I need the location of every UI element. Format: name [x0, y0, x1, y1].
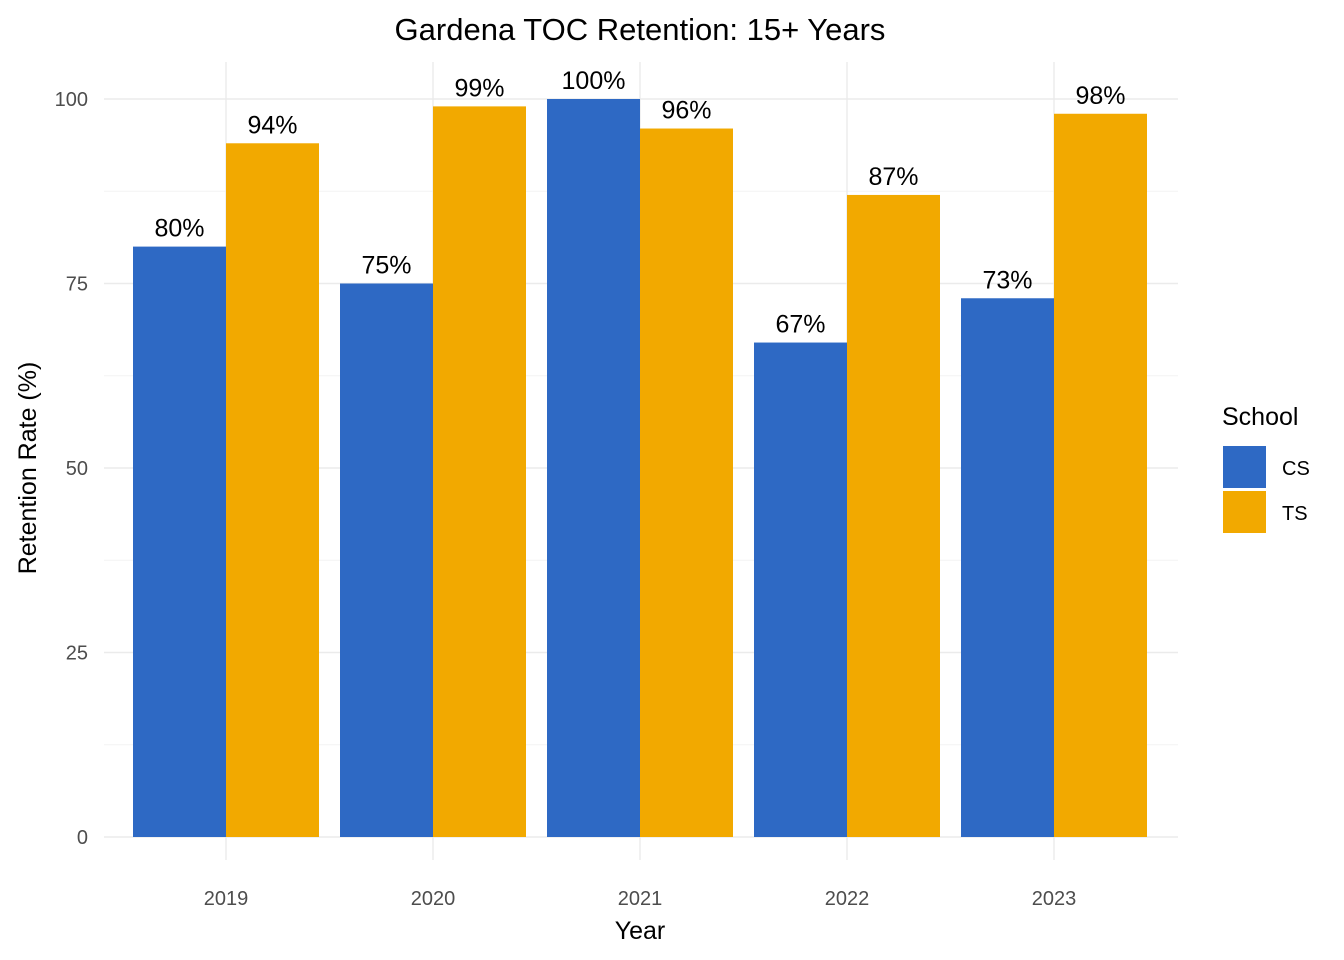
bar-ts-2020 — [433, 106, 526, 837]
data-label-cs-2023: 73% — [982, 266, 1032, 294]
legend-items: CS TS — [1223, 446, 1310, 533]
x-tick-label: 2020 — [411, 888, 456, 910]
y-axis-title: Retention Rate (%) — [14, 362, 42, 575]
y-axis-ticks: 0 25 50 75 100 — [55, 89, 88, 849]
bar-ts-2022 — [847, 194, 940, 837]
y-tick-label: 25 — [66, 643, 88, 665]
y-tick-label: 75 — [66, 274, 88, 296]
bar-cs-2023 — [961, 298, 1054, 837]
bars — [133, 99, 1147, 838]
bar-cs-2022 — [754, 342, 847, 837]
data-label-cs-2022: 67% — [775, 311, 825, 339]
data-label-cs-2019: 80% — [154, 215, 204, 243]
data-label-cs-2021: 100% — [562, 67, 626, 95]
x-axis-ticks: 2019 2020 2021 2022 2023 — [204, 888, 1077, 910]
data-label-ts-2022: 87% — [868, 163, 918, 191]
bar-ts-2023 — [1054, 113, 1147, 837]
bar-cs-2021 — [547, 99, 640, 837]
legend-swatch-ts — [1223, 491, 1266, 533]
bar-cs-2020 — [340, 283, 433, 837]
y-tick-label: 100 — [55, 89, 88, 111]
bar-cs-2019 — [133, 246, 226, 838]
x-tick-label: 2021 — [618, 888, 663, 910]
y-tick-label: 0 — [77, 827, 88, 849]
data-labels: 80% 75% 100% 67% 73% 94% 99% 96% 87% 98% — [154, 67, 1125, 339]
data-label-ts-2023: 98% — [1075, 82, 1125, 110]
x-tick-label: 2023 — [1032, 888, 1077, 910]
data-label-cs-2020: 75% — [361, 252, 411, 280]
data-label-ts-2021: 96% — [661, 97, 711, 125]
legend-title: School — [1222, 403, 1298, 431]
chart-title: Gardena TOC Retention: 15+ Years — [395, 12, 886, 47]
bar-ts-2021 — [640, 128, 733, 837]
legend-label-cs: CS — [1282, 458, 1310, 480]
x-axis-title: Year — [615, 917, 666, 945]
data-label-ts-2019: 94% — [247, 111, 297, 139]
legend-label-ts: TS — [1282, 503, 1308, 525]
bar-ts-2019 — [226, 143, 319, 837]
x-tick-label: 2022 — [825, 888, 870, 910]
legend-swatch-cs — [1223, 446, 1266, 488]
legend: School CS TS — [1222, 403, 1310, 533]
data-label-ts-2020: 99% — [454, 74, 504, 102]
y-tick-label: 50 — [66, 458, 88, 480]
x-tick-label: 2019 — [204, 888, 249, 910]
